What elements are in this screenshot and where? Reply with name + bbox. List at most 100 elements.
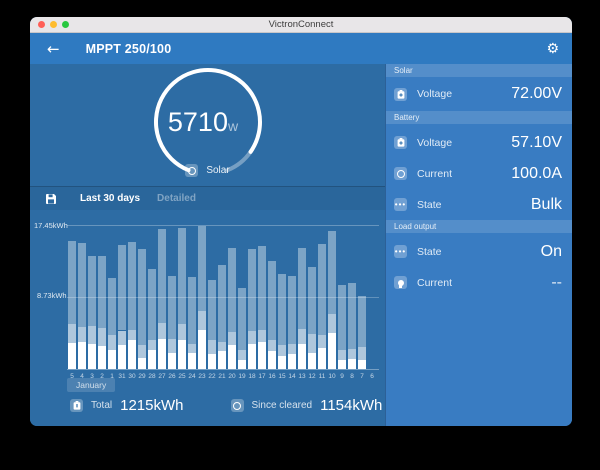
bar-segment-top: [248, 249, 256, 332]
x-tick-label: 15: [278, 373, 286, 380]
save-icon[interactable]: [45, 193, 57, 205]
bar-day-18: 18: [247, 226, 257, 380]
x-tick-label: 12: [308, 373, 316, 380]
macos-titlebar: VictronConnect: [30, 17, 572, 33]
bar-segment-top: [158, 228, 166, 324]
bar-segment-base: [288, 354, 296, 369]
bar-segment-mid: [108, 334, 116, 351]
x-tick-label: 1: [110, 373, 114, 380]
bar-segment-mid: [88, 325, 96, 344]
section-header-battery: Battery: [386, 111, 572, 124]
load-state-value: On: [540, 242, 562, 260]
row-battery-current: Current 100.0A: [386, 158, 572, 189]
tab-last-30-days[interactable]: Last 30 days: [80, 193, 141, 204]
bar-segment-base: [358, 360, 366, 369]
battery-voltage-value: 57.10V: [511, 133, 562, 151]
minimize-window-button[interactable]: [50, 21, 57, 28]
bar-segment-base: [328, 332, 336, 369]
bar-segment-mid: [308, 333, 316, 354]
bar-day-31: 31: [117, 226, 127, 380]
bar-day-29: 29: [137, 226, 147, 380]
back-arrow-icon[interactable]: ←: [47, 39, 60, 58]
bar-segment-base: [178, 339, 186, 369]
bar-segment-base: [238, 360, 246, 369]
x-tick-label: 29: [138, 373, 146, 380]
row-battery-state: ••• State Bulk: [394, 195, 562, 213]
dashboard-panel: 5710w Solar Last 30 days Detailed: [30, 64, 385, 426]
gridline: [67, 297, 379, 298]
bar-segment-mid: [208, 340, 216, 355]
row-load-state: ••• State On: [394, 242, 562, 260]
page-title: MPPT 250/100: [85, 41, 172, 56]
bar-day-24: 24: [187, 226, 197, 380]
bar-segment-base: [158, 338, 166, 369]
bar-segment-mid: [318, 335, 326, 348]
battery-total-icon: [70, 399, 83, 412]
bar-segment-mid: [268, 339, 276, 351]
bar-day-4: 4: [77, 226, 87, 380]
x-tick-label: 22: [208, 373, 216, 380]
bar-segment-top: [318, 244, 326, 336]
bar-segment-top: [308, 266, 316, 334]
gear-icon[interactable]: ⚙: [546, 40, 559, 57]
gauge-arc: 5710w: [154, 67, 262, 173]
solar-panel-icon: [185, 164, 199, 177]
since-cleared-value: 1154kWh: [320, 397, 383, 414]
bar-day-12: 12: [307, 226, 317, 380]
bar-segment-top: [148, 269, 156, 341]
bar-segment-top: [138, 249, 146, 346]
battery-state-value: Bulk: [530, 195, 562, 213]
bar-segment-mid: [78, 327, 86, 342]
x-tick-label: 14: [288, 373, 296, 380]
bar-segment-top: [118, 245, 126, 331]
bar-segment-top: [108, 278, 116, 335]
voltage-icon: [394, 136, 407, 149]
x-tick-label: 24: [188, 373, 196, 380]
x-tick-label: 3: [90, 373, 94, 380]
bar-segment-mid: [338, 350, 346, 360]
total-value: 1215kWh: [120, 397, 184, 414]
bar-segment-mid: [178, 323, 186, 340]
gridline-label-lower: 8.73kWh: [37, 291, 67, 300]
bar-segment-base: [278, 355, 286, 369]
tab-detailed[interactable]: Detailed: [157, 193, 196, 204]
bar-segment-mid: [168, 338, 176, 353]
since-cleared-label: Since cleared: [251, 400, 313, 411]
bar-segment-mid: [328, 314, 336, 333]
current-gauge-icon: [394, 167, 407, 180]
bar-segment-base: [218, 350, 226, 369]
bar-segment-top: [348, 282, 356, 349]
bar-segment-mid: [188, 343, 196, 354]
bar-segment-top: [228, 247, 236, 333]
status-panel: Solar Voltage 72.00V Battery Voltage 57.…: [385, 64, 572, 426]
bar-segment-mid: [258, 329, 266, 342]
bar-segment-base: [338, 360, 346, 369]
bar-segment-base: [298, 343, 306, 369]
bar-segment-base: [128, 339, 136, 369]
x-tick-label: 19: [238, 373, 246, 380]
bar-segment-base: [118, 345, 126, 369]
bar-segment-top: [288, 275, 296, 344]
solar-voltage-value: 72.00V: [511, 85, 562, 102]
gauge-value: 5710w: [168, 107, 239, 137]
total-label: Total: [91, 400, 113, 411]
x-tick-label: 7: [360, 373, 364, 380]
state-dots-icon: •••: [394, 245, 407, 258]
x-tick-label: 4: [80, 373, 84, 380]
close-window-button[interactable]: [38, 21, 45, 28]
solar-history-chart: 5 4 3 2 1 31 30 29 28 27 26 25 24 23 22 21 20 19 18 17 16 15 1…: [67, 225, 379, 380]
bar-segment-mid: [238, 350, 246, 360]
bar-segment-mid: [348, 348, 356, 360]
bar-day-17: 17: [257, 226, 267, 380]
bar-segment-mid: [98, 328, 106, 347]
bar-segment-base: [228, 345, 236, 369]
x-tick-label: 20: [228, 373, 236, 380]
bar-segment-top: [298, 247, 306, 329]
zoom-window-button[interactable]: [62, 21, 69, 28]
state-dots-icon: •••: [394, 198, 407, 211]
x-tick-label: 25: [178, 373, 186, 380]
bar-segment-top: [218, 264, 226, 342]
bar-day-27: 27: [157, 226, 167, 380]
bar-segment-mid: [248, 331, 256, 344]
bar-segment-top: [338, 285, 346, 351]
